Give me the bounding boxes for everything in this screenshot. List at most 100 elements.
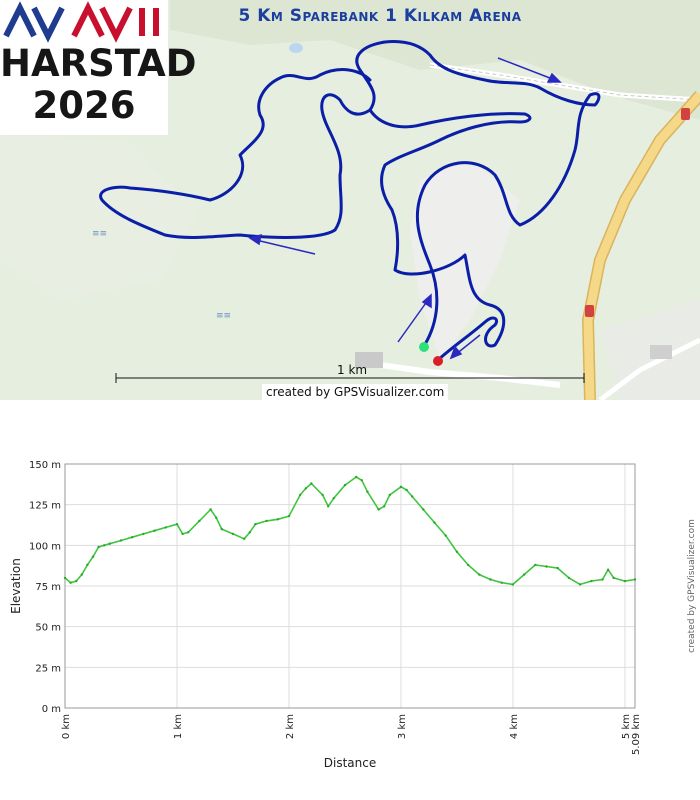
elevation-point (153, 529, 156, 532)
elevation-point (75, 579, 78, 583)
logo-stroke-blue (3, 1, 37, 38)
y-axis-label: Elevation (9, 558, 23, 614)
x-end-label: 5.09 km (631, 714, 642, 755)
direction-arrow (497, 57, 556, 81)
event-logo: HARSTAD 2026 (0, 0, 197, 135)
logo-year: 2026 (32, 84, 136, 127)
y-tick-label: 50 m (35, 623, 61, 634)
plot-area-frame (64, 463, 636, 709)
marsh-symbol: ≡≡ (216, 311, 231, 321)
elevation-point (131, 536, 134, 539)
x-tick-label: 2 km (285, 714, 296, 739)
elevation-point (91, 555, 95, 558)
marsh-symbol: ≡≡ (92, 229, 107, 239)
x-tick-label: 5 km (621, 714, 632, 739)
y-tick-label: 125 m (29, 501, 61, 512)
street (379, 362, 561, 388)
y-tick-label: 0 m (42, 704, 61, 715)
building (650, 345, 672, 359)
elevation-point (276, 518, 279, 521)
y-tick-label: 25 m (35, 663, 61, 674)
logo-mark (3, 1, 159, 43)
finish-marker[interactable] (433, 356, 443, 366)
x-tick-label: 4 km (509, 714, 520, 739)
x-axis-label: Distance (324, 756, 376, 770)
elevation-point (511, 583, 515, 586)
elevation-point (399, 485, 403, 488)
elevation-point (534, 563, 537, 567)
direction-arrow (397, 299, 429, 343)
elevation-point (187, 531, 190, 534)
elevation-point (590, 579, 593, 583)
x-axis-ticks: 0 km 1 km 2 km 3 km 4 km 5 km 5.09 km (61, 714, 642, 755)
elevation-point (567, 576, 571, 580)
elevation-point (86, 563, 89, 567)
pond (289, 43, 303, 53)
route-track-west (99, 68, 372, 239)
elevation-point (248, 531, 251, 534)
elevation-point (612, 576, 615, 580)
arrow-head (248, 233, 263, 246)
elevation-point (455, 550, 459, 553)
elevation-point (355, 475, 358, 479)
logo-stroke-red (99, 6, 133, 43)
elevation-point (478, 573, 481, 576)
x-tick-label: 3 km (397, 714, 408, 739)
scale-label: 1 km (337, 363, 368, 377)
elevation-point (220, 527, 223, 531)
elevation-point (377, 508, 380, 511)
logo-stroke-blue (31, 6, 65, 43)
building (355, 352, 383, 368)
elevation-point (287, 514, 291, 518)
local-road-outline (429, 64, 700, 101)
elevation-point (556, 566, 559, 570)
elevation-point (623, 579, 627, 583)
arrow-head (546, 72, 562, 83)
elevation-point (243, 537, 246, 540)
chart-credit: created by GPSVisualizer.com (687, 519, 697, 653)
elevation-point (142, 532, 145, 536)
arrow-head (449, 345, 463, 360)
direction-arrow (255, 239, 316, 255)
field-area (0, 135, 200, 300)
elevation-point (299, 493, 302, 497)
arrow-head (421, 293, 432, 309)
map-title: 5 Km Sparebank 1 Kilkam Arena (238, 6, 522, 26)
elevation-point (108, 542, 112, 545)
elevation-chart: 0 m 25 m 50 m 75 m 100 m 125 m 150 m 0 km 1 km 2… (9, 460, 697, 770)
elevation-point (606, 568, 610, 571)
elevation-point (332, 497, 335, 500)
elevation-point (119, 539, 123, 542)
map-credit[interactable]: created by GPSVisualizer.com (262, 384, 449, 400)
y-axis-ticks: 0 m 25 m 50 m 75 m 100 m 125 m 150 m (29, 460, 61, 715)
elevation-point (444, 534, 447, 537)
elevation-point (360, 479, 363, 482)
elevation-point (545, 565, 548, 568)
elevation-point (522, 573, 526, 576)
chart-grid (64, 463, 635, 709)
elevation-point (633, 578, 637, 581)
direction-arrows (248, 57, 562, 360)
elevation-point (500, 581, 503, 584)
elevation-point (231, 532, 235, 536)
elevation-line (64, 476, 636, 586)
scale-bar (115, 373, 585, 383)
elevation-point (321, 493, 324, 497)
elevation-profile: 0 m 25 m 50 m 75 m 100 m 125 m 150 m 0 km 1 km 2… (0, 400, 700, 800)
logo-city: HARSTAD (0, 42, 197, 85)
elevation-point (422, 508, 425, 511)
elevation-point (411, 495, 414, 498)
start-marker[interactable] (419, 342, 429, 352)
elevation-point (164, 526, 167, 529)
elevation-point (304, 487, 307, 490)
x-tick-label: 0 km (61, 714, 72, 739)
elevation-point (265, 519, 268, 523)
street (598, 337, 700, 400)
highway-sign (681, 108, 690, 120)
y-tick-label: 75 m (35, 582, 61, 593)
elevation-point (198, 519, 201, 523)
elevation-point (383, 505, 386, 508)
elevation-point (209, 508, 212, 511)
route-map[interactable]: ≡≡ ≡≡ (0, 0, 700, 400)
elevation-point (433, 521, 436, 524)
